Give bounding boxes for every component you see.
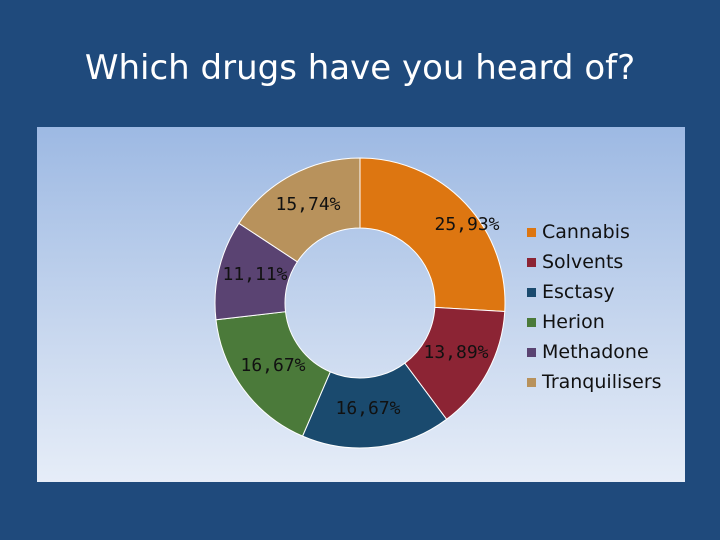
chart-panel: 25,93% 13,89% 16,67% 16,67% 11,11% 15,74% Can… bbox=[37, 127, 685, 482]
legend-swatch bbox=[527, 287, 536, 297]
legend-label: Esctasy bbox=[542, 281, 615, 303]
donut-chart: 25,93% 13,89% 16,67% 16,67% 11,11% 15,74% bbox=[214, 157, 506, 449]
slice-esctasy bbox=[301, 362, 448, 449]
data-label-cannabis: 25,93% bbox=[434, 214, 499, 235]
data-label-esctasy: 16,67% bbox=[335, 398, 400, 419]
slice-tranquilisers bbox=[238, 157, 361, 263]
legend-swatch bbox=[527, 317, 536, 327]
data-label-tranquilisers: 15,74% bbox=[275, 194, 340, 215]
legend-item-solvents: Solvents bbox=[527, 247, 687, 277]
legend-label: Methadone bbox=[542, 341, 649, 363]
legend-item-methadone: Methadone bbox=[527, 337, 687, 367]
legend-item-herion: Herion bbox=[527, 307, 687, 337]
legend-item-cannabis: Cannabis bbox=[527, 217, 687, 247]
slide-title: Which drugs have you heard of? bbox=[84, 48, 636, 88]
legend-swatch bbox=[527, 347, 536, 357]
legend-label: Solvents bbox=[542, 251, 624, 273]
slice-herion bbox=[215, 311, 331, 437]
legend-label: Herion bbox=[542, 311, 605, 333]
legend-swatch bbox=[527, 377, 536, 387]
chart-legend: Cannabis Solvents Esctasy Herion Methadone Tr… bbox=[527, 217, 687, 397]
legend-swatch bbox=[527, 227, 536, 237]
data-label-methadone: 11,11% bbox=[222, 264, 287, 285]
slice-cannabis bbox=[359, 157, 506, 312]
data-label-solvents: 13,89% bbox=[423, 342, 488, 363]
legend-item-tranquilisers: Tranquilisers bbox=[527, 367, 687, 397]
legend-label: Cannabis bbox=[542, 221, 630, 243]
legend-swatch bbox=[527, 257, 536, 267]
legend-label: Tranquilisers bbox=[542, 371, 662, 393]
legend-item-esctasy: Esctasy bbox=[527, 277, 687, 307]
data-label-herion: 16,67% bbox=[240, 355, 305, 376]
